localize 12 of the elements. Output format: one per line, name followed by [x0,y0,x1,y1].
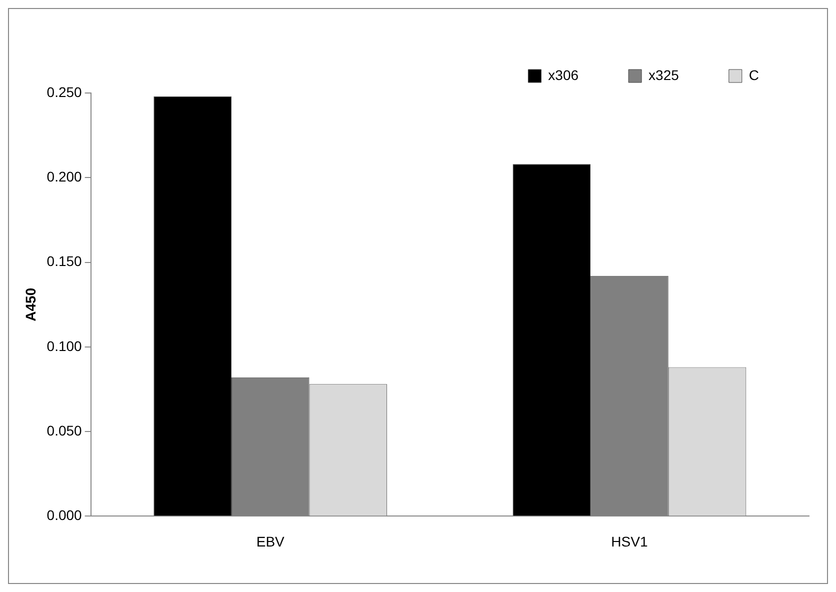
x-tick-label: EBV [256,533,286,550]
y-tick-label: 0.000 [46,507,82,524]
y-tick-label: 0.200 [46,168,82,184]
legend-label: C [748,66,760,83]
legend-label: x306 [548,66,579,83]
y-tick-label: 0.250 [46,84,82,100]
y-tick-label: 0.050 [46,422,82,438]
y-tick-label: 0.150 [46,253,82,270]
y-axis-title: A450 [22,288,38,322]
legend-label: x325 [648,66,680,83]
x-tick-label: HSV1 [611,533,648,550]
y-tick-label: 0.100 [46,338,82,354]
